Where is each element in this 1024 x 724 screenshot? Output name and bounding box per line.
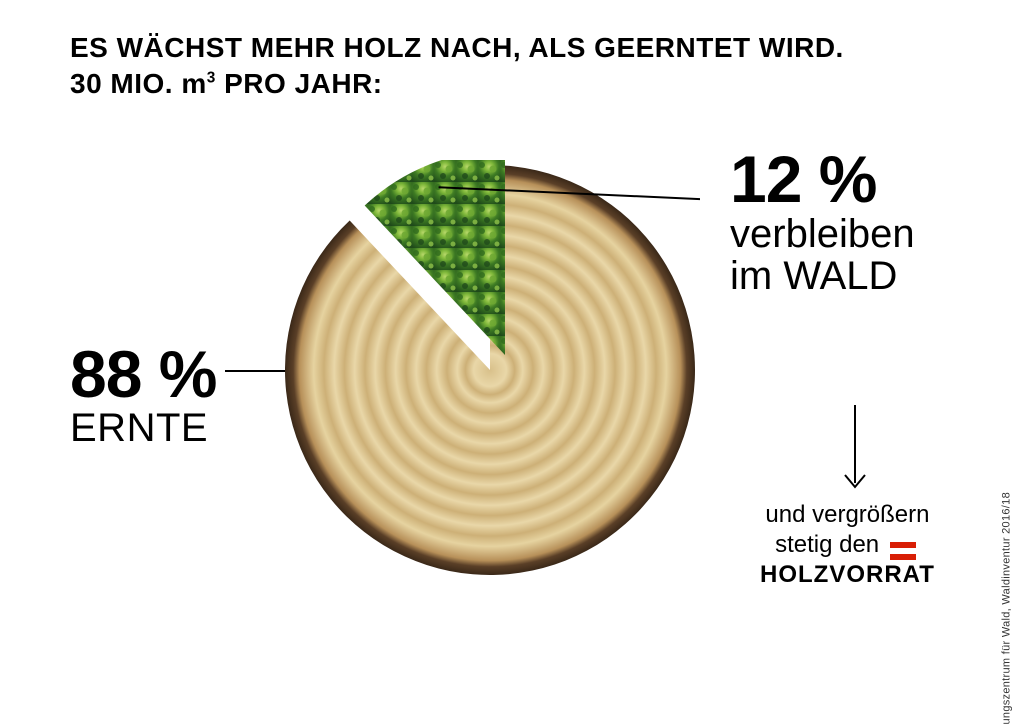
note-line2: stetig den [760,530,935,560]
headline-line2: 30 MIO. m3 PRO JAHR: [70,66,844,102]
note-block: und vergrößern stetig den HOLZVORRAT [760,500,935,590]
headline: ES WÄCHST MEHR HOLZ NACH, ALS GEERNTET W… [70,30,844,103]
label-harvest-text: ERNTE [70,406,216,451]
label-harvest: 88 % ERNTE [70,345,216,451]
pie-svg [280,160,700,580]
label-forest: 12 % verbleiben im WALD [730,150,915,297]
headline-line1: ES WÄCHST MEHR HOLZ NACH, ALS GEERNTET W… [70,30,844,66]
note-line3: HOLZVORRAT [760,560,935,590]
note-line1: und vergrößern [760,500,935,530]
pie-chart [280,160,700,580]
label-harvest-percent: 88 % [70,345,216,404]
label-forest-text: verbleiben im WALD [730,213,915,297]
source-text: Quelle: proHolz Austria, Bundesforschung… [1000,492,1012,724]
infographic-canvas: ES WÄCHST MEHR HOLZ NACH, ALS GEERNTET W… [0,0,1024,724]
austria-flag-icon [890,538,916,556]
label-forest-percent: 12 % [730,150,915,209]
arrow-down-icon [840,405,870,500]
